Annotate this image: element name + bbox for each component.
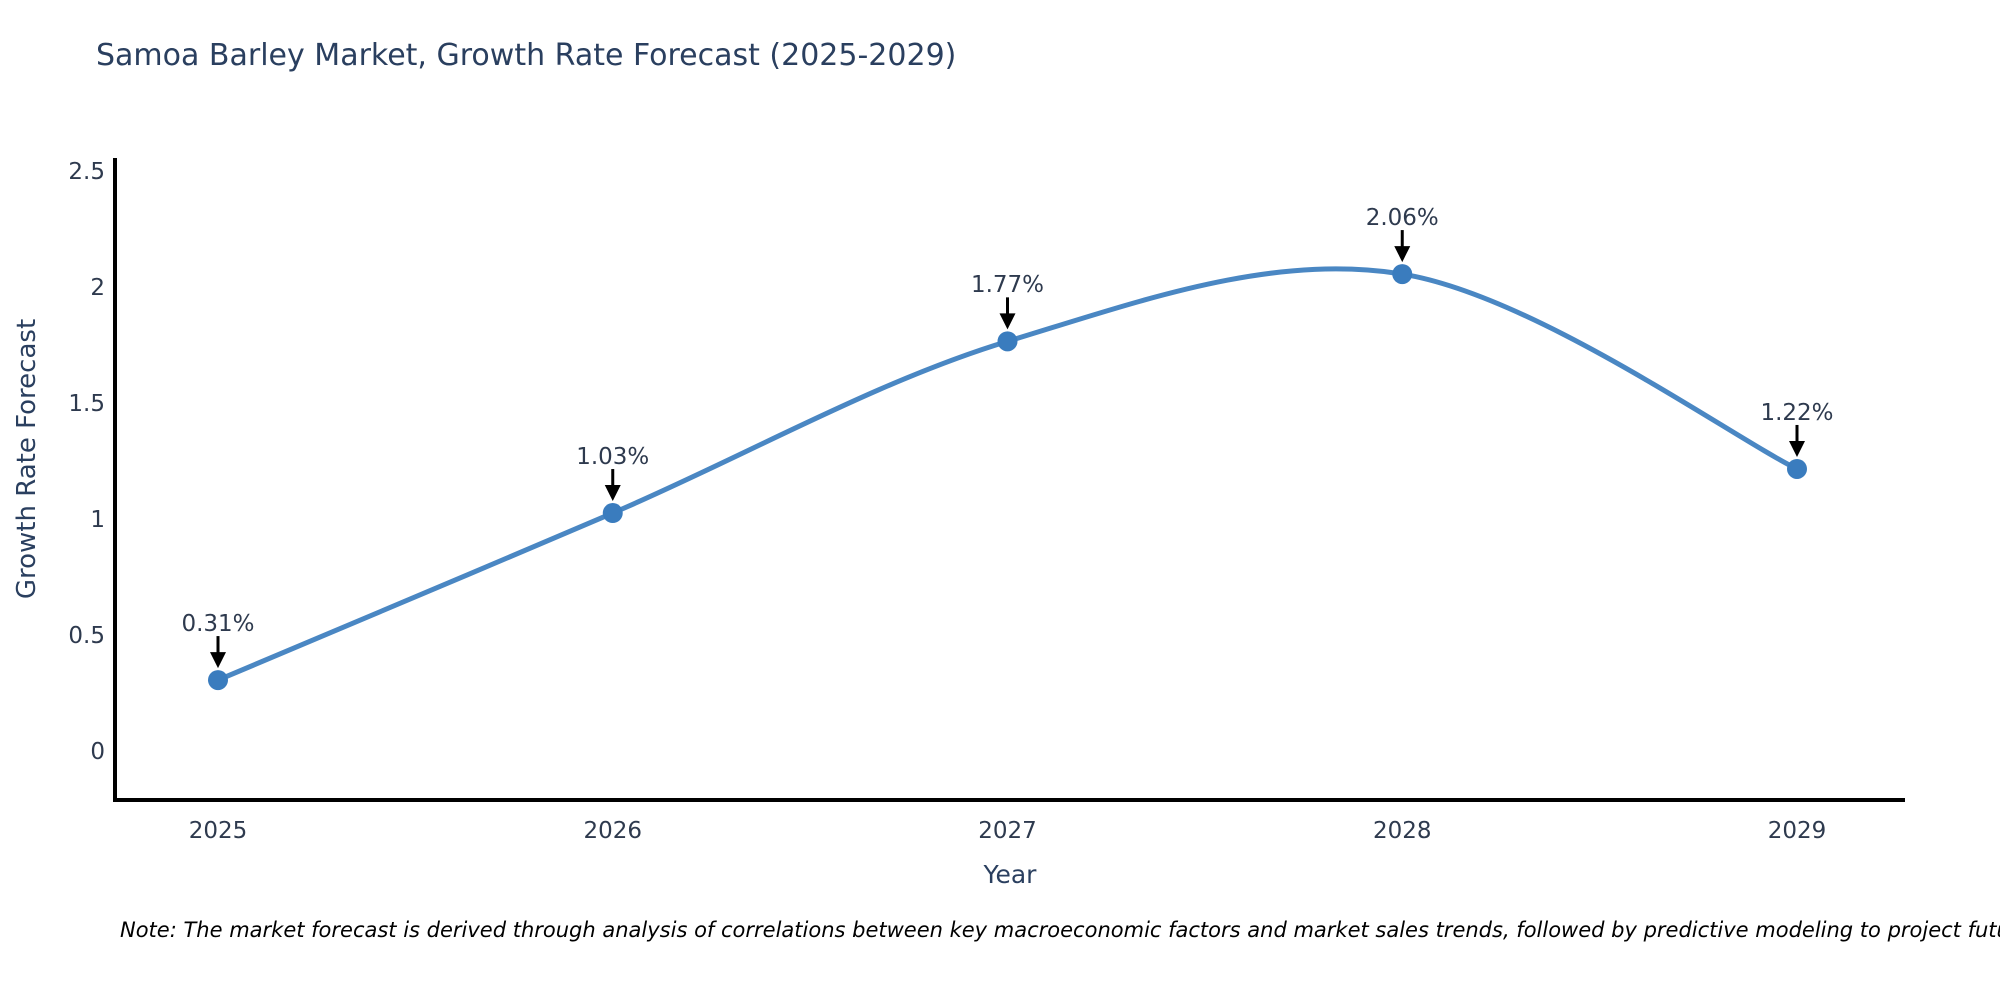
x-tick-label: 2028 [1372,818,1432,844]
data-point-marker [602,503,623,524]
data-point-marker [1787,458,1807,479]
annotation-arrow-head [210,652,226,669]
point-annotation-label: 1.03% [576,444,650,471]
y-tick-label: 2 [90,275,105,301]
x-axis-title: Year [983,860,1037,889]
annotation-arrow-head [1789,440,1805,457]
x-tick-label: 2029 [1767,818,1827,844]
footnote: Note: The market forecast is derived thr… [120,918,2000,942]
y-tick-label: 1 [90,507,105,533]
x-tick-label: 2026 [583,818,643,844]
chart-title: Samoa Barley Market, Growth Rate Forecas… [96,38,957,73]
data-point-marker [997,331,1018,352]
point-annotation-label: 2.06% [1365,205,1439,232]
point-annotation-label: 1.22% [1760,399,1834,426]
annotation-arrow-head [999,313,1016,330]
y-tick-label: 2.5 [68,159,105,185]
y-tick-label: 0.5 [68,623,105,649]
y-tick-label: 1.5 [68,391,105,417]
annotation-arrow-head [1394,246,1411,263]
x-tick-label: 2027 [978,818,1037,844]
annotation-arrow-head [604,485,621,502]
forecast-line [215,266,1800,683]
data-point-marker [208,670,228,691]
y-tick-label: 0 [90,739,105,765]
data-point-marker [1392,264,1413,285]
x-tick-label: 2025 [188,818,248,844]
point-annotation-label: 0.31% [181,611,255,638]
point-annotation-label: 1.77% [970,272,1045,299]
